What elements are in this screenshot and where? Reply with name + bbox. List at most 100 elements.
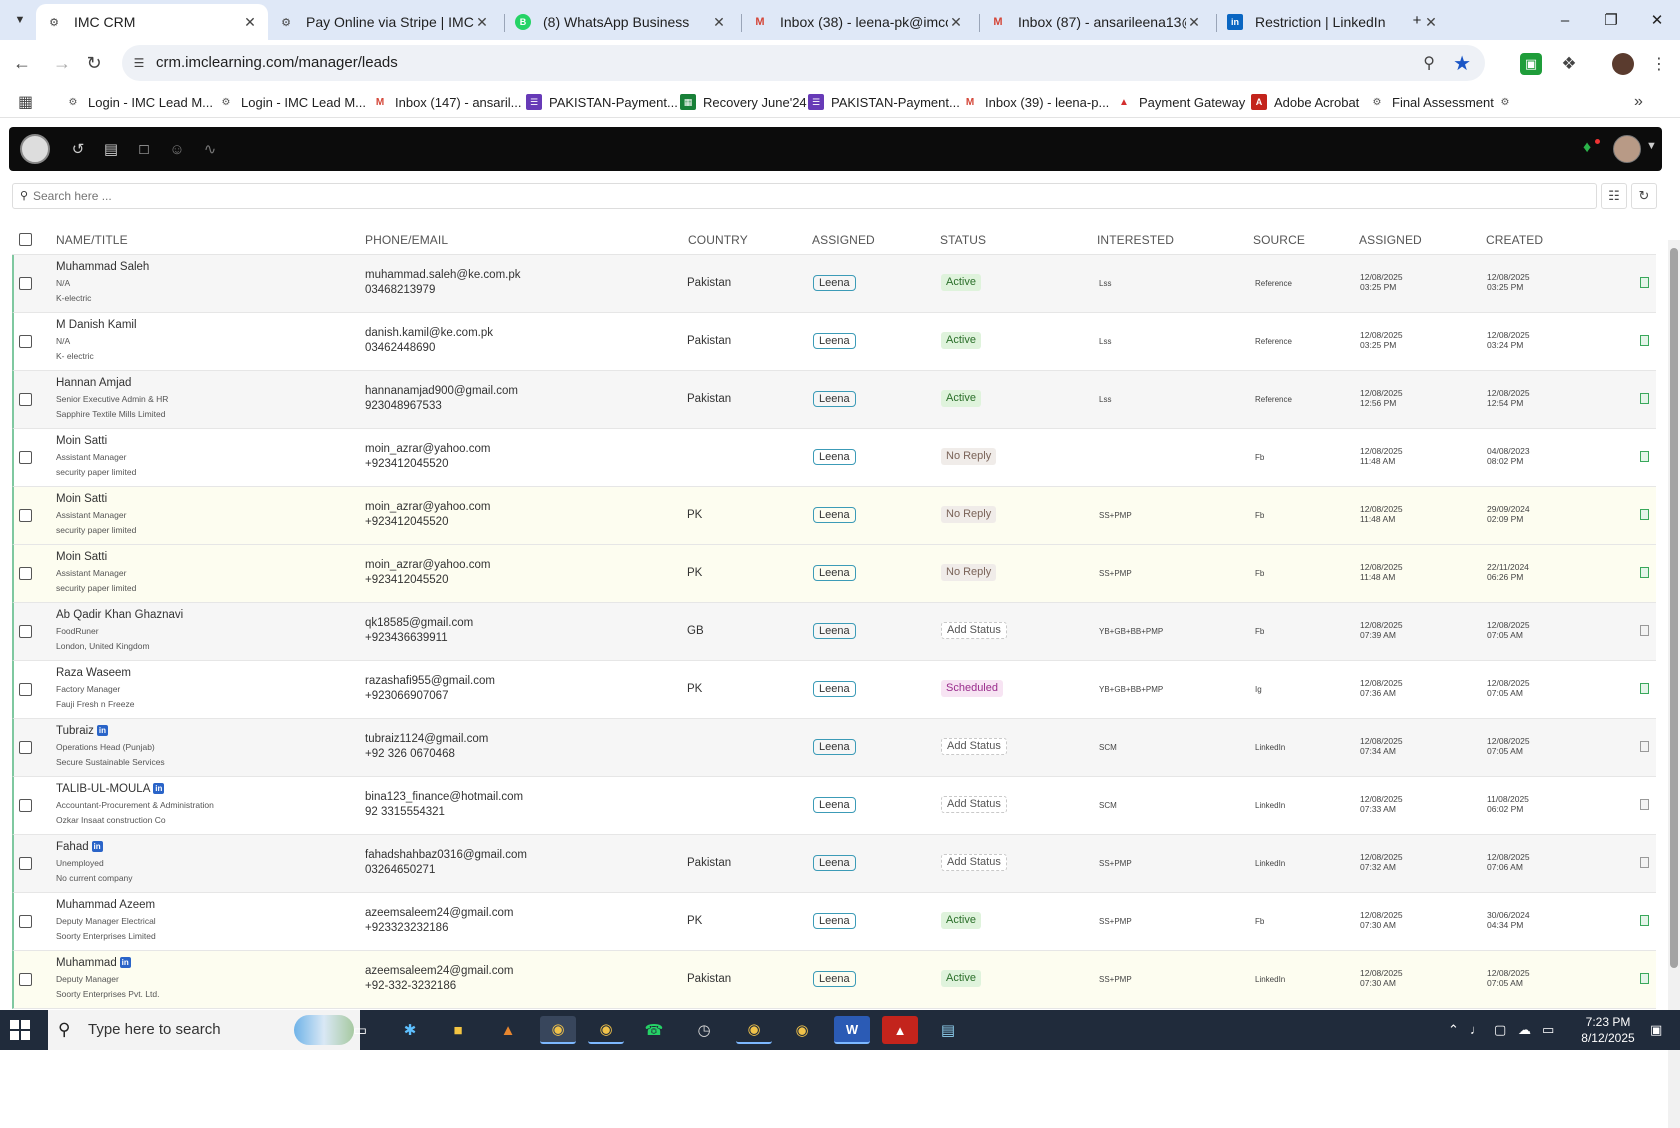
windows-start-icon[interactable] xyxy=(10,1020,30,1040)
tab-close-icon[interactable]: ✕ xyxy=(244,13,256,30)
assigned-badge[interactable]: Leena xyxy=(813,739,856,755)
lead-name-text[interactable]: Muhammad Azeem xyxy=(56,899,156,911)
bookmark-item[interactable]: ⚙ Login - IMC Lead M... xyxy=(65,92,213,112)
assigned-badge[interactable]: Leena xyxy=(813,565,856,581)
taskbar-search[interactable]: ⚲ Type here to search xyxy=(48,1010,360,1050)
scrollbar-thumb[interactable] xyxy=(1670,248,1678,968)
bookmark-star-icon[interactable]: ★ xyxy=(1453,53,1471,75)
bookmark-item[interactable]: A Adobe Acrobat xyxy=(1251,92,1359,112)
bookmark-item[interactable]: ▦ Recovery June'24 xyxy=(680,92,807,112)
lead-phone[interactable]: 03462448690 xyxy=(365,342,436,354)
row-checkbox[interactable] xyxy=(19,335,32,348)
lead-name[interactable]: Hannan Amjad xyxy=(56,377,131,389)
status-badge[interactable]: Add Status xyxy=(941,796,1007,813)
refresh-sync-icon[interactable]: ↺ xyxy=(71,141,85,158)
lead-name-text[interactable]: Fahad xyxy=(56,841,89,853)
lead-email[interactable]: moin_azrar@yahoo.com xyxy=(365,559,491,571)
linkedin-icon[interactable]: in xyxy=(153,783,165,794)
lead-phone[interactable]: 03468213979 xyxy=(365,284,436,296)
header-created[interactable]: CREATED xyxy=(1486,233,1544,247)
bookmark-item[interactable]: M Inbox (147) - ansaril... xyxy=(372,92,522,112)
table-row[interactable]: Raza Waseem Factory Manager Fauji Fresh n … xyxy=(12,661,1656,719)
row-checkbox[interactable] xyxy=(19,509,32,522)
document-icon[interactable]: □ xyxy=(139,140,149,158)
lead-name-text[interactable]: TALIB-UL-MOULA xyxy=(56,783,151,795)
status-badge[interactable]: Active xyxy=(941,390,981,407)
status-badge[interactable]: Add Status xyxy=(941,738,1007,755)
chevron-down-icon[interactable]: ▼ xyxy=(1646,140,1657,152)
lead-name[interactable]: Ab Qadir Khan Ghaznavi xyxy=(56,609,183,621)
status-badge[interactable]: Scheduled xyxy=(941,680,1003,697)
lead-name[interactable]: Tubraiz in xyxy=(56,725,108,737)
clock-app-icon[interactable]: ◷ xyxy=(697,1022,711,1039)
calendar-icon[interactable]: ▤ xyxy=(103,141,119,158)
user-icon[interactable]: ☺ xyxy=(169,140,185,158)
lead-name-text[interactable]: Moin Satti xyxy=(56,551,108,563)
document-icon[interactable] xyxy=(1640,277,1649,288)
row-checkbox[interactable] xyxy=(19,915,32,928)
lead-email[interactable]: moin_azrar@yahoo.com xyxy=(365,443,491,455)
whatsapp-icon[interactable]: ☎ xyxy=(644,1022,664,1039)
lead-phone[interactable]: +923412045520 xyxy=(365,516,449,528)
header-phone-email[interactable]: PHONE/EMAIL xyxy=(365,233,449,247)
url-text[interactable]: crm.imclearning.com/manager/leads xyxy=(156,54,398,71)
table-row[interactable]: M Danish Kamil N/A K- electric danish.kamil… xyxy=(12,313,1656,371)
document-icon[interactable] xyxy=(1640,567,1649,578)
row-checkbox[interactable] xyxy=(19,277,32,290)
notepad-icon[interactable]: ▤ xyxy=(940,1022,956,1039)
activity-icon[interactable]: ∿ xyxy=(203,141,217,158)
linkedin-icon[interactable]: in xyxy=(91,841,103,852)
notifications-icon[interactable]: ▣ xyxy=(1650,1022,1663,1037)
lead-name-text[interactable]: Muhammad xyxy=(56,957,117,969)
imc-favicon-icon[interactable]: ⚙ xyxy=(1500,96,1510,108)
linkedin-icon[interactable]: in xyxy=(119,957,131,968)
lead-name[interactable]: Moin Satti xyxy=(56,551,107,563)
site-info-icon[interactable]: ☰ xyxy=(133,56,145,70)
document-icon[interactable] xyxy=(1640,973,1649,984)
assigned-badge[interactable]: Leena xyxy=(813,391,856,407)
bookmark-item[interactable]: M Inbox (39) - leena-p... xyxy=(962,92,1109,112)
lead-phone[interactable]: 92 3315554321 xyxy=(365,806,445,818)
lead-name-text[interactable]: M Danish Kamil xyxy=(56,319,137,331)
tab-close-icon[interactable]: ✕ xyxy=(476,13,488,30)
new-tab-plus-icon[interactable]: + xyxy=(1412,11,1422,29)
row-checkbox[interactable] xyxy=(19,683,32,696)
header-interested[interactable]: INTERESTED xyxy=(1097,233,1175,247)
status-badge[interactable]: Active xyxy=(941,912,981,929)
meet-now-icon[interactable]: ▢ xyxy=(1494,1022,1507,1037)
acrobat-icon[interactable]: ▲ xyxy=(882,1016,918,1044)
header-country[interactable]: COUNTRY xyxy=(688,233,748,247)
select-all-checkbox[interactable] xyxy=(19,233,32,246)
lead-name[interactable]: Moin Satti xyxy=(56,493,107,505)
document-icon[interactable] xyxy=(1640,799,1649,810)
table-row[interactable]: Muhammad in Deputy Manager Soorty Enterpris… xyxy=(12,951,1656,1009)
table-row[interactable]: Fahad in Unemployed No current company fahad… xyxy=(12,835,1656,893)
document-icon[interactable] xyxy=(1640,393,1649,404)
lead-phone[interactable]: +923323232186 xyxy=(365,922,449,934)
document-icon[interactable] xyxy=(1640,857,1649,868)
document-icon[interactable] xyxy=(1640,509,1649,520)
lead-phone[interactable]: +923412045520 xyxy=(365,458,449,470)
lead-phone[interactable]: +923436639911 xyxy=(365,632,448,644)
file-explorer-icon[interactable]: ■ xyxy=(453,1021,463,1039)
tab-search-chevron-icon[interactable]: ▼ xyxy=(14,14,26,26)
header-name-title[interactable]: NAME/TITLE xyxy=(56,233,128,247)
status-badge[interactable]: Add Status xyxy=(941,854,1007,871)
extension-green-icon[interactable]: ▣ xyxy=(1520,53,1542,75)
lead-name[interactable]: TALIB-UL-MOULA in xyxy=(56,783,165,795)
assigned-badge[interactable]: Leena xyxy=(813,275,856,291)
table-row[interactable]: Hannan Amjad Senior Executive Admin & HR S… xyxy=(12,371,1656,429)
bookmark-item[interactable]: ⚙ Final Assessment xyxy=(1369,92,1494,112)
header-status[interactable]: STATUS xyxy=(940,233,987,247)
document-icon[interactable] xyxy=(1640,625,1649,636)
search-input[interactable] xyxy=(33,186,1583,206)
browser-tab[interactable]: in Restriction | LinkedIn ✕ xyxy=(1217,4,1449,40)
task-view-icon[interactable]: ▭ xyxy=(352,1022,368,1039)
back-arrow-icon[interactable]: ← xyxy=(13,52,31,73)
address-bar[interactable]: ☰ crm.imclearning.com/manager/leads ⚲ ★ xyxy=(122,45,1485,81)
pinned-app-icon[interactable]: ▲ xyxy=(500,1021,516,1039)
header-assigned-to[interactable]: ASSIGNED xyxy=(812,233,875,247)
row-checkbox[interactable] xyxy=(19,741,32,754)
assigned-badge[interactable]: Leena xyxy=(813,623,856,639)
network-icon[interactable]: ▭ xyxy=(1542,1022,1555,1037)
